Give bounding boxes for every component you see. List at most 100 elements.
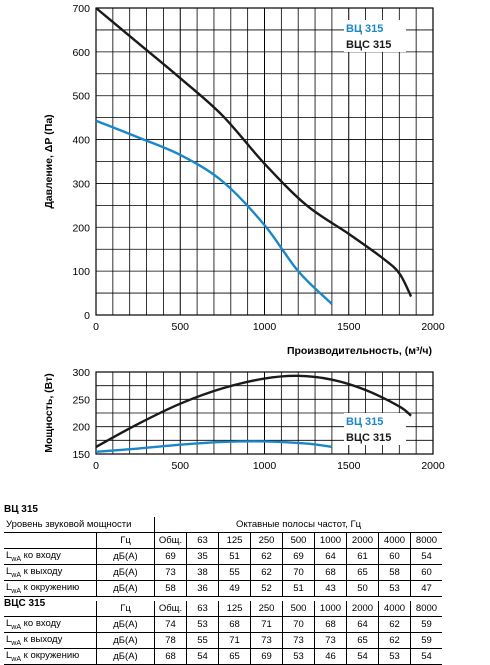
cell-value: 35 [186, 548, 219, 565]
series-line-vc315 [95, 119, 333, 305]
cell-value: 36 [186, 580, 219, 597]
cell-value: 62 [378, 616, 411, 633]
row-label: LwA ко входу [4, 616, 97, 633]
table-bands-title: Октавные полосы частот, Гц [154, 517, 442, 533]
col-header: 250 [250, 532, 283, 549]
y-tick-label: 300 [72, 367, 90, 379]
legend-entry: ВЦ 315 [346, 23, 383, 35]
cell-value: 58 [154, 580, 187, 597]
cell-value: 53 [186, 616, 219, 633]
series-line-vcs315 [95, 7, 413, 298]
x-tick-label: 1000 [253, 321, 277, 333]
x-tick-label: 500 [171, 460, 189, 472]
cell-value: 73 [250, 632, 283, 649]
y-tick-label: 0 [84, 310, 90, 322]
cell-value: 68 [218, 616, 251, 633]
cell-value: 74 [154, 616, 187, 633]
y-tick-label: 100 [72, 266, 90, 278]
cell-value: 50 [346, 580, 379, 597]
cell-value: 68 [314, 616, 347, 633]
x-tick-label: 2000 [421, 460, 445, 472]
y-tick-label: 200 [72, 422, 90, 434]
plot-frame [95, 7, 434, 316]
cell-value: 54 [410, 648, 442, 665]
cell-value: 62 [250, 548, 283, 565]
col-header: 63 [186, 601, 219, 617]
sound-table-vc315: Уровень звуковой мощности Октавные полосы… [4, 517, 442, 597]
cell-value: 65 [346, 632, 379, 649]
x-tick-label: 1500 [337, 321, 361, 333]
col-header: 4000 [378, 532, 411, 549]
col-header: 8000 [410, 601, 442, 617]
cell-value: 53 [378, 648, 411, 665]
chart-2: 0 500 1000 1500 2000 150 200 250 300 Мощность, (В… [43, 367, 445, 472]
cell-value: 60 [410, 564, 442, 581]
y-tick-label: 600 [72, 47, 90, 59]
cell-value: 69 [282, 548, 315, 565]
plot-frame [95, 371, 434, 455]
col-header: 4000 [378, 601, 411, 617]
cell-value: 70 [282, 616, 315, 633]
cell-value: 68 [154, 648, 187, 665]
y-tick-label: 400 [72, 135, 90, 147]
y-tick-label: 700 [72, 3, 90, 15]
cell-value: 73 [314, 632, 347, 649]
x-axis-label: Производительность, (м³/ч) [287, 345, 432, 357]
series-line-vc315 [95, 440, 333, 454]
cell-value: 59 [410, 616, 442, 633]
col-header: Общ. [154, 532, 187, 549]
x-tick-label: 0 [93, 460, 99, 472]
x-tick-label: 1500 [337, 460, 361, 472]
col-header: 500 [282, 532, 315, 549]
table-header-left: Уровень звуковой мощности [4, 517, 155, 533]
col-header: 125 [218, 601, 251, 617]
cell-value: 53 [378, 580, 411, 597]
y-axis-label: Мощность, (Вт) [43, 373, 55, 453]
y-tick-label: 500 [72, 91, 90, 103]
chart-1: 0 500 1000 1500 2000 0 100 200 300 400 500 600 700 Да… [43, 3, 445, 357]
col-header: 250 [250, 601, 283, 617]
row-label: LwA к окружению [4, 580, 97, 597]
cell-value: 71 [218, 632, 251, 649]
cell-value: 64 [314, 548, 347, 565]
row-unit: дБ(A) [96, 548, 155, 565]
charts-canvas: 0 500 1000 1500 20000100200300400500600700Да… [43, 3, 445, 472]
row-label: LwA к окружению [4, 648, 97, 665]
cell-value: 51 [282, 580, 315, 597]
cell-value: 38 [186, 564, 219, 581]
col-header: 1000 [314, 601, 347, 617]
cell-value: 62 [378, 632, 411, 649]
cell-value: 52 [250, 580, 283, 597]
row-unit: дБ(A) [96, 648, 155, 665]
cell-value: 73 [282, 632, 315, 649]
legend-bg [344, 20, 406, 52]
col-header: Общ. [154, 601, 187, 617]
row-unit: дБ(A) [96, 616, 155, 633]
cell-value: 60 [378, 548, 411, 565]
cell-value: 54 [186, 648, 219, 665]
cell-value: 68 [314, 564, 347, 581]
cell-value: 51 [218, 548, 251, 565]
row-label: LwA к выходу [4, 564, 97, 581]
cell-value: 58 [378, 564, 411, 581]
hz-label: Гц [96, 601, 155, 617]
col-header: 500 [282, 601, 315, 617]
cell-value: 71 [250, 616, 283, 633]
x-tick-label: 1000 [253, 460, 277, 472]
cell-value: 49 [218, 580, 251, 597]
cell-value: 55 [186, 632, 219, 649]
row-label: LwA к выходу [4, 632, 97, 649]
table1-title: ВЦ 315 [4, 504, 38, 515]
legend-entry: ВЦС 315 [346, 432, 391, 444]
legend-entry: ВЦ 315 [346, 416, 383, 428]
legend-bg [344, 413, 406, 445]
cell-value: 65 [346, 564, 379, 581]
y-tick-label: 200 [72, 222, 90, 234]
cell-value: 69 [250, 648, 283, 665]
cell-value: 69 [154, 548, 187, 565]
cell-value: 70 [282, 564, 315, 581]
x-tick-label: 500 [171, 321, 189, 333]
legend-entry: ВЦС 315 [346, 39, 391, 51]
row-label: LwA ко входу [4, 548, 97, 565]
cell-value: 43 [314, 580, 347, 597]
